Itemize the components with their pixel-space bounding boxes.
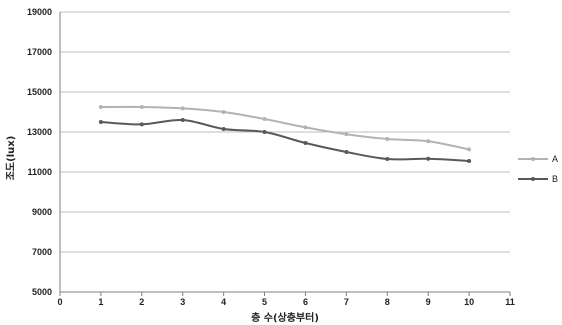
data-point-B — [385, 157, 390, 161]
x-tick-label: 1 — [98, 297, 103, 307]
data-point-B — [303, 141, 308, 145]
y-tick-label: 15000 — [27, 87, 52, 97]
data-point-A — [385, 137, 390, 141]
x-tick-label: 6 — [303, 297, 308, 307]
data-point-A — [139, 105, 144, 109]
gridlines — [60, 11, 510, 253]
x-tick-label: 2 — [139, 297, 144, 307]
data-point-B — [344, 150, 349, 154]
legend: AB — [518, 154, 558, 184]
x-tick-label: 8 — [385, 297, 390, 307]
x-tick-label: 4 — [221, 297, 226, 307]
y-tick-label: 19000 — [27, 7, 52, 17]
data-point-A — [344, 132, 349, 137]
legend-label-A: A — [552, 154, 558, 164]
x-axis-title: 층 수(상층부터) — [251, 311, 319, 324]
legend-marker-B — [531, 177, 535, 181]
data-point-B — [426, 156, 431, 161]
y-tick-label: 17000 — [27, 47, 52, 57]
y-tick-label: 5000 — [32, 287, 52, 297]
x-tick-label: 9 — [426, 297, 431, 307]
data-point-A — [221, 110, 226, 114]
series-line-A — [100, 105, 470, 151]
data-point-A — [98, 105, 103, 109]
data-point-B — [262, 130, 267, 134]
data-point-B — [139, 122, 144, 127]
data-point-B — [180, 118, 185, 122]
data-point-B — [221, 127, 226, 131]
plot-area — [98, 105, 472, 163]
data-point-A — [180, 106, 185, 111]
x-tick-label: 11 — [505, 297, 515, 307]
y-tick-label: 7000 — [32, 247, 52, 257]
y-tick-label: 11000 — [27, 167, 52, 177]
data-point-A — [262, 117, 267, 121]
series-line-B — [100, 118, 470, 162]
tick-labels: 5000 7000 9000 11000 13000 15000 17000 19000 0 1 2… — [27, 7, 515, 307]
y-tick-label: 13000 — [27, 127, 52, 137]
x-tick-label: 5 — [262, 297, 267, 307]
x-tick-label: 7 — [344, 297, 349, 307]
data-point-B — [98, 120, 103, 124]
x-tick-label: 0 — [57, 297, 62, 307]
x-tick-label: 10 — [464, 297, 474, 307]
legend-marker-A — [531, 157, 535, 161]
x-tick-label: 3 — [180, 297, 185, 307]
legend-label-B: B — [552, 174, 558, 184]
y-tick-label: 9000 — [32, 207, 52, 217]
data-point-A — [426, 139, 431, 144]
y-axis-title: 조도(lux) — [5, 136, 17, 181]
data-point-A — [467, 147, 472, 152]
axes — [59, 12, 511, 296]
data-point-B — [467, 159, 472, 163]
data-point-A — [303, 125, 308, 130]
